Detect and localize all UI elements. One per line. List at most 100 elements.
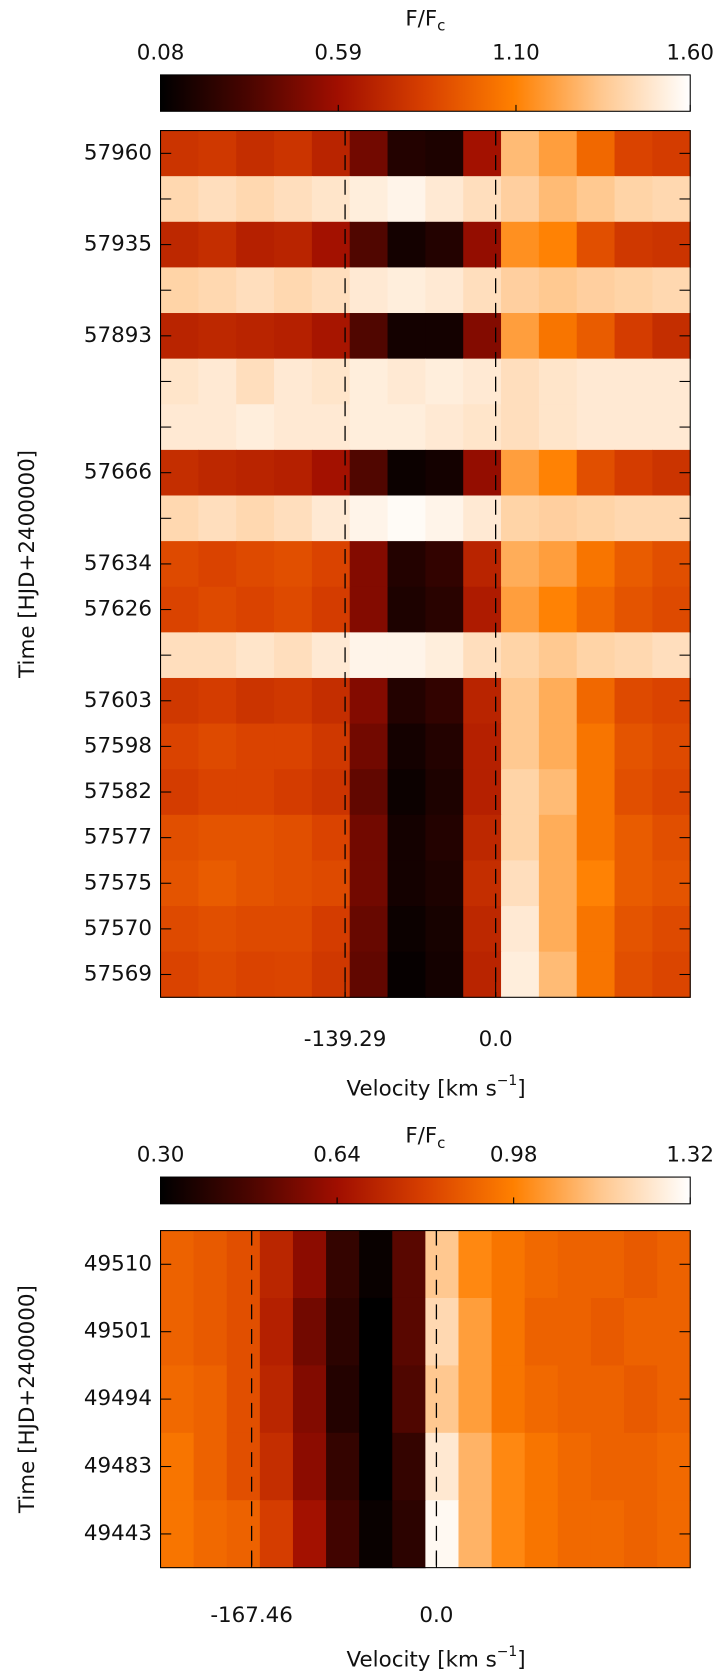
cell bbox=[349, 723, 389, 770]
cell bbox=[226, 1432, 261, 1501]
cell bbox=[349, 860, 389, 907]
cell bbox=[311, 404, 351, 451]
x-axis-label-end: ] bbox=[517, 1076, 525, 1101]
cell bbox=[458, 1432, 493, 1501]
cell bbox=[392, 1365, 426, 1434]
cell bbox=[274, 723, 313, 770]
cell bbox=[274, 221, 313, 268]
cell bbox=[349, 906, 389, 953]
cell bbox=[274, 130, 313, 177]
cell bbox=[349, 404, 389, 451]
colorbar bbox=[160, 74, 691, 112]
cell bbox=[491, 1432, 526, 1501]
cell bbox=[259, 1230, 294, 1299]
cell bbox=[392, 1230, 426, 1299]
cell bbox=[349, 632, 389, 679]
y-tick-label: 57575 bbox=[84, 870, 152, 895]
cell bbox=[359, 1297, 393, 1366]
cell bbox=[425, 1230, 460, 1299]
cell bbox=[624, 1297, 658, 1366]
cell bbox=[193, 1297, 228, 1366]
cell bbox=[614, 677, 653, 725]
cell bbox=[359, 1500, 393, 1569]
cell bbox=[425, 130, 464, 177]
cell bbox=[576, 449, 616, 497]
cell bbox=[538, 906, 578, 953]
colorbar-label-sub: c bbox=[437, 1133, 445, 1151]
cell bbox=[198, 769, 237, 816]
cell bbox=[425, 860, 464, 907]
cell bbox=[425, 906, 464, 953]
cell bbox=[458, 1365, 493, 1434]
cell bbox=[236, 313, 275, 360]
x-axis-label-main: Velocity [km s bbox=[347, 1076, 497, 1101]
cell bbox=[387, 860, 426, 907]
cell bbox=[576, 313, 616, 360]
cell bbox=[326, 1297, 360, 1366]
colorbar-label-sub: c bbox=[437, 16, 445, 34]
cell bbox=[590, 1432, 625, 1501]
cell bbox=[387, 769, 426, 816]
cell bbox=[226, 1365, 261, 1434]
y-tick-label: 57582 bbox=[84, 779, 152, 804]
cell bbox=[274, 769, 313, 816]
y-tick-label: 57960 bbox=[84, 140, 152, 165]
cell bbox=[274, 495, 313, 542]
cell bbox=[557, 1365, 592, 1434]
cell bbox=[259, 1365, 294, 1434]
cell bbox=[387, 176, 426, 223]
colorbar-tick-label: 1.10 bbox=[492, 41, 540, 66]
cell bbox=[387, 495, 426, 542]
cell bbox=[198, 313, 237, 360]
cell bbox=[392, 1297, 426, 1366]
cell bbox=[198, 449, 237, 497]
cell bbox=[524, 1432, 559, 1501]
cell bbox=[236, 769, 275, 816]
cell bbox=[425, 586, 464, 633]
cell bbox=[274, 814, 313, 861]
cell bbox=[501, 860, 540, 907]
cell bbox=[198, 951, 237, 998]
y-tick-label: 49443 bbox=[84, 1521, 152, 1546]
cell bbox=[538, 677, 578, 725]
cell bbox=[349, 176, 389, 223]
cell bbox=[226, 1500, 261, 1569]
y-tick-label: 57569 bbox=[84, 961, 152, 986]
cell bbox=[193, 1230, 228, 1299]
cell bbox=[501, 723, 540, 770]
cell bbox=[198, 906, 237, 953]
colorbar-tick-label: 0.59 bbox=[314, 41, 362, 66]
cell bbox=[193, 1500, 228, 1569]
cell bbox=[198, 632, 237, 679]
colorbar-tick-label: 0.08 bbox=[137, 41, 185, 66]
cell bbox=[614, 769, 653, 816]
cell bbox=[274, 860, 313, 907]
cell bbox=[311, 267, 351, 314]
cell bbox=[236, 860, 275, 907]
cell bbox=[259, 1500, 294, 1569]
cell bbox=[274, 906, 313, 953]
cell bbox=[425, 358, 464, 405]
cell bbox=[311, 221, 351, 268]
cell bbox=[524, 1500, 559, 1569]
cell bbox=[311, 860, 351, 907]
y-tick-label: 57598 bbox=[84, 733, 152, 758]
cell bbox=[236, 632, 275, 679]
cell bbox=[274, 586, 313, 633]
cell bbox=[198, 586, 237, 633]
cell bbox=[538, 541, 578, 588]
y-tick-label: 57626 bbox=[84, 597, 152, 622]
y-tick-label: 57570 bbox=[84, 916, 152, 941]
cell bbox=[326, 1230, 360, 1299]
cell bbox=[425, 404, 464, 451]
cell bbox=[311, 176, 351, 223]
cell bbox=[349, 541, 389, 588]
cell bbox=[274, 358, 313, 405]
cell bbox=[576, 221, 616, 268]
cell bbox=[387, 130, 426, 177]
cell bbox=[292, 1432, 327, 1501]
cell bbox=[349, 814, 389, 861]
cell bbox=[274, 267, 313, 314]
cell bbox=[425, 495, 464, 542]
